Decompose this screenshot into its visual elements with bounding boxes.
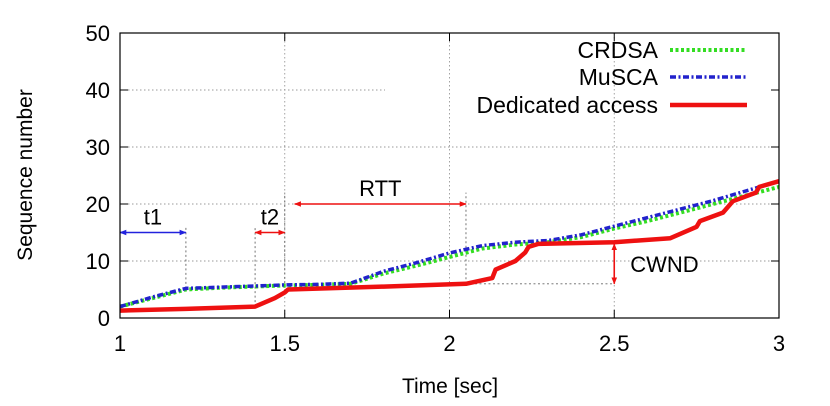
y-tick-label: 40 (86, 78, 110, 103)
series-line-crdsa (119, 184, 780, 309)
annotation-label-rtt: RTT (359, 176, 401, 201)
series-line-dedicated-access (119, 179, 780, 313)
annotation-label-cwnd: CWND (630, 252, 698, 277)
x-tick-label: 2.5 (599, 331, 630, 356)
x-tick-label: 3 (773, 331, 785, 356)
x-tick-label: 1.5 (269, 331, 300, 356)
annotations: t1 t2 RTT CWND (119, 176, 699, 285)
series-line-musca (119, 179, 780, 309)
y-tick-label: 50 (86, 21, 110, 46)
legend-label-crdsa: CRDSA (577, 37, 658, 63)
series-lines (119, 179, 780, 313)
legend-label-musca: MuSCA (579, 64, 659, 90)
x-tick-label: 2 (443, 331, 455, 356)
axis-ticks: 0 10 20 30 40 50 1 1.5 2 2.5 3 (86, 21, 786, 356)
y-tick-label: 30 (86, 135, 110, 160)
legend-label-dedicated-access: Dedicated access (476, 92, 658, 118)
y-axis-label: Sequence number (14, 89, 37, 261)
annotation-guide-lines (185, 192, 615, 307)
x-tick-label: 1 (114, 331, 126, 356)
y-tick-label: 20 (86, 192, 110, 217)
annotation-label-t1: t1 (144, 205, 162, 230)
y-tick-label: 0 (98, 306, 110, 331)
annotation-label-t2: t2 (261, 205, 279, 230)
x-axis-label: Time [sec] (402, 375, 498, 398)
y-tick-label: 10 (86, 249, 110, 274)
